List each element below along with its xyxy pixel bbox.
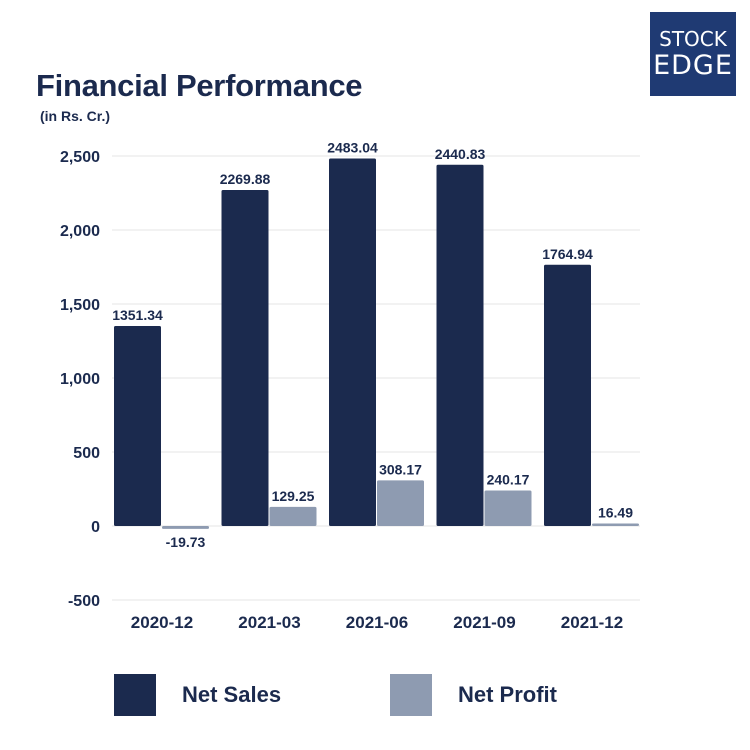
data-label-net-sales: 1764.94: [542, 246, 593, 262]
legend-swatch-net-sales: [114, 674, 156, 716]
y-tick-label: -500: [68, 593, 100, 610]
legend-net-sales: Net Sales: [114, 674, 281, 716]
bar-net-sales: [544, 264, 591, 526]
data-label-net-profit: 240.17: [487, 471, 530, 487]
data-label-net-profit: -19.73: [166, 534, 206, 550]
legend-net-profit: Net Profit: [390, 674, 557, 716]
y-tick-label: 1,000: [60, 371, 100, 388]
chart-subtitle: (in Rs. Cr.): [40, 108, 111, 124]
legend-label-net-sales: Net Sales: [182, 682, 282, 707]
chart-title: Financial Performance: [36, 68, 363, 103]
data-label-net-sales: 2483.04: [327, 140, 378, 156]
bar-net-sales: [114, 326, 161, 526]
logo-line-2: EDGE: [653, 50, 733, 81]
x-tick-label: 2021-06: [346, 613, 408, 632]
y-tick-label: 1,500: [60, 297, 100, 314]
y-tick-label: 500: [73, 445, 100, 462]
bar-net-sales: [329, 158, 376, 527]
bar-net-profit: [377, 480, 424, 526]
bar-net-sales: [436, 164, 484, 527]
bar-net-profit: [592, 523, 639, 526]
data-label-net-sales: 1351.34: [112, 307, 163, 323]
y-tick-label: 0: [91, 519, 100, 536]
x-tick-label: 2021-03: [238, 613, 300, 632]
y-tick-label: 2,500: [60, 149, 100, 166]
data-label-net-profit: 16.49: [598, 505, 633, 521]
y-tick-label: 2,000: [60, 223, 100, 240]
data-label-net-sales: 2269.88: [220, 171, 271, 187]
x-tick-label: 2021-12: [561, 613, 623, 632]
logo-line-1: STOCK: [659, 27, 727, 51]
data-label-net-sales: 2440.83: [435, 146, 486, 162]
stockedge-logo: STOCK EDGE: [650, 12, 736, 96]
x-tick-label: 2020-12: [131, 613, 193, 632]
bar-net-profit: [162, 526, 209, 529]
data-label-net-profit: 308.17: [379, 461, 422, 477]
data-label-net-profit: 129.25: [272, 488, 315, 504]
bar-net-profit: [484, 490, 532, 526]
bar-net-sales: [221, 190, 269, 527]
legend-label-net-profit: Net Profit: [458, 682, 557, 707]
bar-net-profit: [269, 506, 317, 526]
legend-swatch-net-profit: [390, 674, 432, 716]
x-tick-label: 2021-09: [453, 613, 515, 632]
